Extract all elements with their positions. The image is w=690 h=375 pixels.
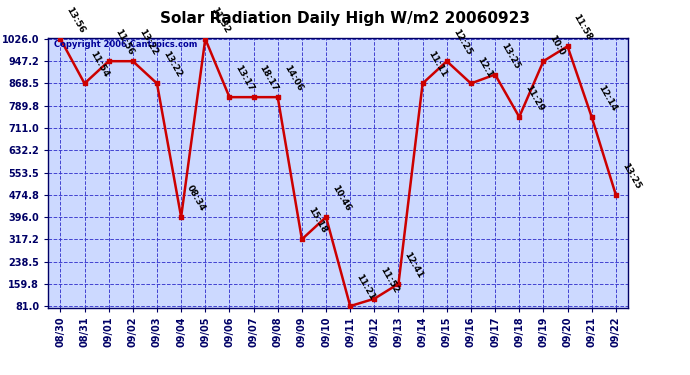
Text: 10:46: 10:46 bbox=[331, 184, 353, 213]
Point bbox=[393, 281, 404, 287]
Point bbox=[200, 36, 211, 42]
Text: 13:22: 13:22 bbox=[161, 50, 184, 79]
Text: 14:06: 14:06 bbox=[282, 64, 304, 93]
Text: 12:1: 12:1 bbox=[475, 56, 494, 79]
Text: Copyright 2006 Cantrpics.com: Copyright 2006 Cantrpics.com bbox=[54, 40, 197, 49]
Point bbox=[368, 296, 380, 302]
Point bbox=[465, 81, 476, 87]
Point bbox=[586, 114, 597, 120]
Text: 12:14: 12:14 bbox=[596, 83, 618, 113]
Text: 11:29: 11:29 bbox=[524, 83, 546, 113]
Point bbox=[79, 81, 90, 87]
Text: 13:56: 13:56 bbox=[65, 6, 87, 35]
Text: 15:18: 15:18 bbox=[306, 206, 328, 235]
Text: 11:52: 11:52 bbox=[379, 265, 401, 295]
Point bbox=[442, 58, 453, 64]
Text: 13:17: 13:17 bbox=[234, 64, 256, 93]
Point bbox=[297, 236, 308, 242]
Text: 12:41: 12:41 bbox=[403, 250, 425, 280]
Point bbox=[152, 81, 163, 87]
Point bbox=[104, 58, 115, 64]
Point bbox=[224, 94, 235, 100]
Text: 18:17: 18:17 bbox=[258, 64, 280, 93]
Point bbox=[272, 94, 284, 100]
Point bbox=[610, 192, 621, 198]
Text: 11:56: 11:56 bbox=[113, 28, 135, 57]
Text: Solar Radiation Daily High W/m2 20060923: Solar Radiation Daily High W/m2 20060923 bbox=[160, 11, 530, 26]
Point bbox=[562, 43, 573, 49]
Text: 08:34: 08:34 bbox=[186, 184, 208, 213]
Text: 11:11: 11:11 bbox=[427, 50, 449, 79]
Point bbox=[175, 214, 186, 220]
Point bbox=[55, 36, 66, 42]
Point bbox=[513, 114, 524, 120]
Point bbox=[127, 58, 138, 64]
Point bbox=[490, 72, 501, 78]
Point bbox=[320, 214, 331, 220]
Point bbox=[344, 303, 356, 309]
Text: 10:0: 10:0 bbox=[548, 33, 566, 57]
Text: 11:54: 11:54 bbox=[89, 50, 111, 79]
Point bbox=[417, 81, 428, 87]
Text: 13:25: 13:25 bbox=[500, 41, 522, 70]
Text: 13:22: 13:22 bbox=[137, 28, 159, 57]
Text: 11:58: 11:58 bbox=[572, 13, 594, 42]
Point bbox=[248, 94, 259, 100]
Point bbox=[538, 58, 549, 64]
Text: 12:25: 12:25 bbox=[451, 28, 473, 57]
Text: 11:21: 11:21 bbox=[355, 273, 377, 302]
Text: 13:25: 13:25 bbox=[620, 161, 642, 190]
Text: 11:32: 11:32 bbox=[210, 6, 232, 35]
